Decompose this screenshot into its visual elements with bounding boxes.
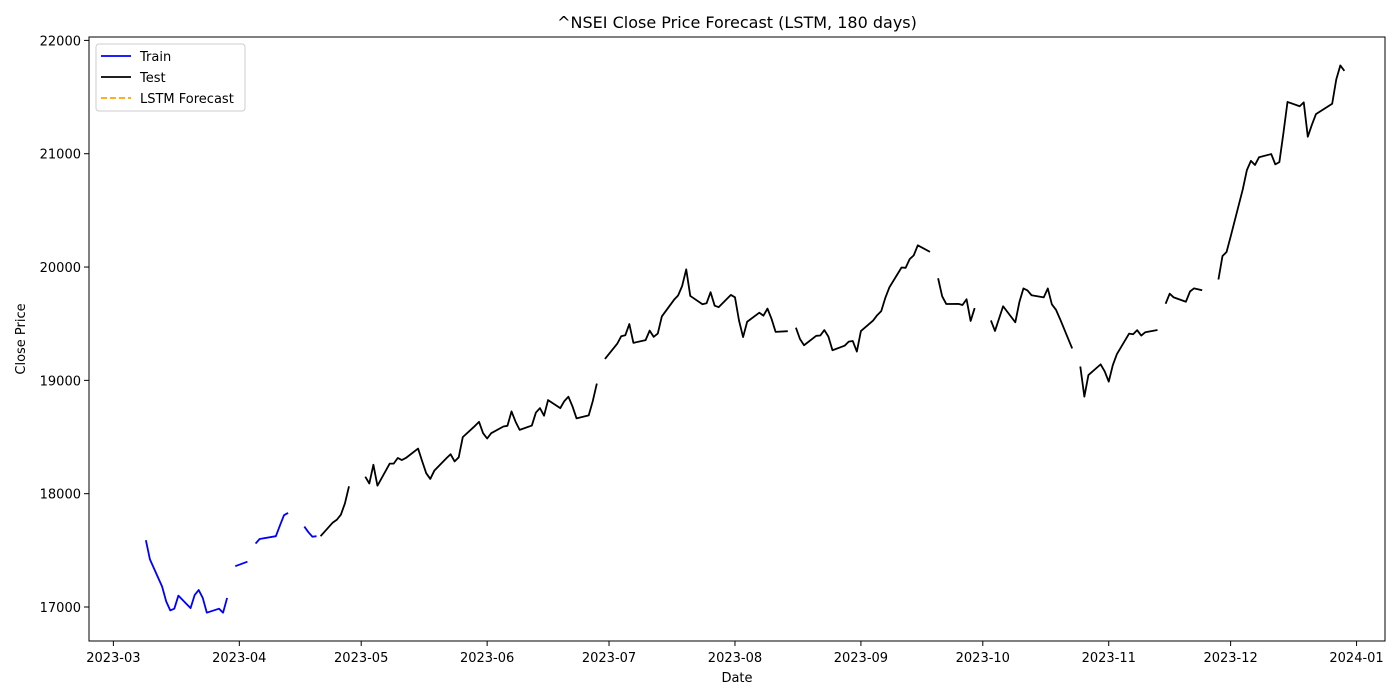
x-tick-label: 2023-12 — [1203, 651, 1257, 666]
series-train-segment-2 — [254, 512, 289, 545]
x-tick-label: 2023-04 — [212, 651, 266, 666]
y-tick-label: 18000 — [40, 488, 81, 503]
legend: Train Test LSTM Forecast — [95, 43, 246, 112]
series-train — [144, 512, 317, 614]
y-tick-label: 19000 — [40, 374, 81, 389]
legend-label-train: Train — [139, 50, 171, 65]
x-tick-label: 2023-08 — [708, 651, 762, 666]
x-axis-label: Date — [721, 671, 752, 686]
x-tick-label: 2023-05 — [334, 651, 388, 666]
x-axis: 2023-03 2023-04 2023-05 2023-06 2023-07 2023-… — [86, 641, 1384, 666]
plot-frame — [88, 36, 1386, 642]
series-test-segment-0 — [319, 486, 350, 537]
y-tick-label: 22000 — [40, 34, 81, 49]
x-tick-label: 2023-07 — [582, 651, 636, 666]
y-tick-label: 17000 — [40, 601, 81, 616]
legend-label-lstm-forecast: LSTM Forecast — [140, 92, 234, 107]
legend-label-test: Test — [139, 71, 166, 86]
y-tick-label: 20000 — [40, 261, 81, 276]
series-test-segment-5 — [990, 287, 1074, 349]
plot-area — [144, 64, 1346, 614]
series-test-segment-2 — [604, 268, 788, 360]
x-tick-label: 2023-10 — [956, 651, 1010, 666]
series-train-segment-3 — [303, 526, 317, 538]
x-tick-label: 2023-06 — [460, 651, 514, 666]
y-axis-label: Close Price — [14, 303, 29, 374]
series-test-segment-7 — [1164, 287, 1203, 305]
y-axis: 17000 18000 19000 20000 21000 22000 — [40, 34, 89, 616]
x-tick-label: 2023-09 — [834, 651, 888, 666]
legend-box — [95, 43, 246, 112]
y-tick-label: 21000 — [40, 148, 81, 163]
x-tick-label: 2023-03 — [86, 651, 140, 666]
series-train-segment-1 — [234, 560, 248, 568]
series-test-segment-1 — [364, 383, 598, 487]
series-test — [319, 64, 1346, 537]
x-tick-label: 2024-01 — [1329, 651, 1383, 666]
series-test-segment-3 — [795, 244, 931, 353]
chart-title: ^NSEI Close Price Forecast (LSTM, 180 da… — [557, 13, 917, 32]
series-test-segment-4 — [937, 278, 976, 322]
series-train-segment-0 — [144, 539, 228, 614]
series-test-segment-6 — [1079, 329, 1158, 398]
x-tick-label: 2023-11 — [1082, 651, 1136, 666]
series-test-segment-8 — [1217, 64, 1346, 280]
